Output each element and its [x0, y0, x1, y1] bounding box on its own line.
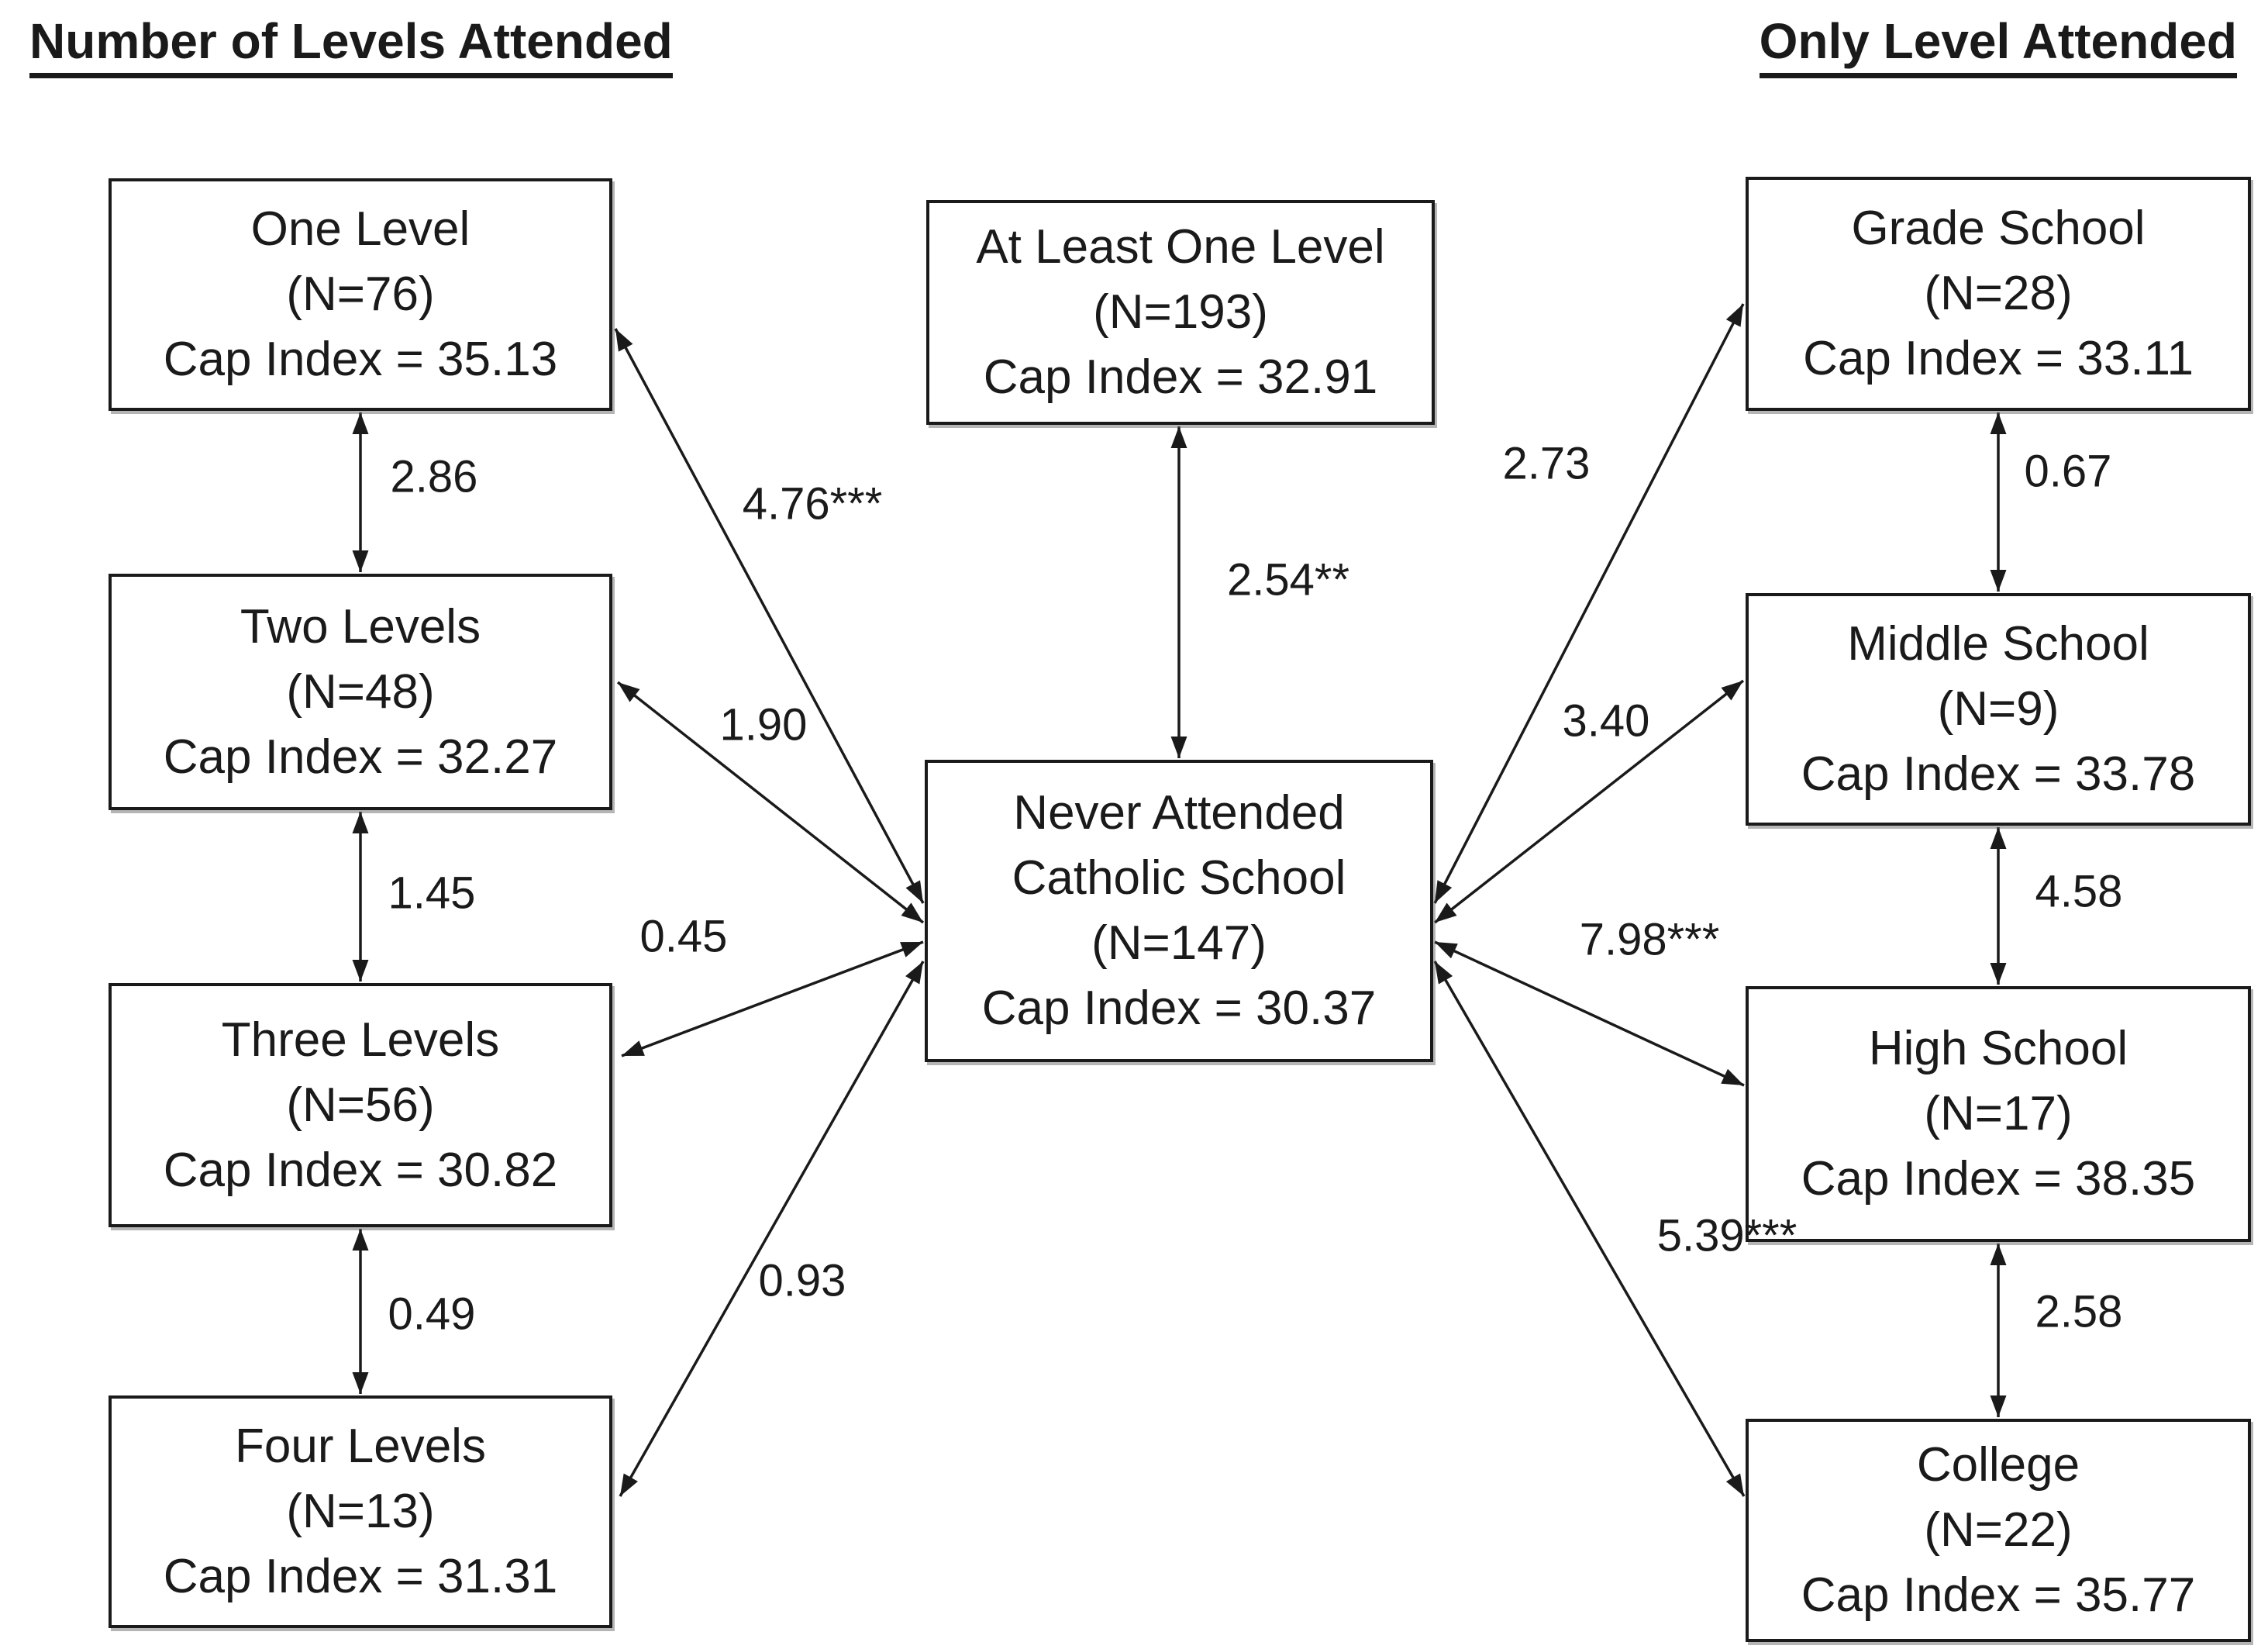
node-never-attended: Never Attended Catholic School (N=147) Cap …	[925, 760, 1433, 1062]
node-grade-school-line: Grade School	[1851, 202, 2146, 255]
arrowhead	[352, 812, 369, 833]
arrowhead	[352, 412, 369, 434]
node-never-attended-line: Catholic School	[1012, 851, 1346, 905]
edge-label-two-levels-three-levels: 1.45	[388, 868, 476, 919]
arrowhead	[1990, 827, 2007, 849]
edge-label-three-levels-four-levels: 0.49	[388, 1288, 476, 1340]
arrowhead	[1435, 942, 1458, 959]
node-one-level-line: Cap Index = 35.13	[163, 333, 558, 386]
node-four-levels-line: Cap Index = 31.31	[163, 1550, 558, 1603]
node-three-levels-line: Cap Index = 30.82	[163, 1143, 558, 1197]
arrowhead	[618, 682, 640, 702]
node-high-school-line: Cap Index = 38.35	[1801, 1152, 2196, 1206]
arrowhead	[1725, 1473, 1744, 1496]
edge-never-attended-high-school	[1434, 940, 1745, 1087]
arrowhead	[1435, 902, 1457, 923]
node-grade-school-line: Cap Index = 33.11	[1803, 332, 2194, 385]
node-one-level-line: (N=76)	[286, 267, 435, 321]
arrowhead	[1435, 961, 1453, 985]
node-high-school-line: High School	[1868, 1022, 2128, 1075]
node-two-levels-line: Two Levels	[240, 599, 481, 654]
edge-label-never-attended-three-levels: 0.45	[639, 911, 728, 962]
node-middle-school-line: (N=9)	[1937, 682, 2059, 736]
arrowhead	[1435, 880, 1453, 903]
arrowhead	[1990, 963, 2007, 985]
edge-never-attended-middle-school	[1433, 679, 1745, 924]
edge-label-high-school-college: 2.58	[2035, 1286, 2123, 1337]
node-college-line: Cap Index = 35.77	[1801, 1568, 2196, 1622]
edge-label-never-attended-college: 5.39***	[1656, 1210, 1798, 1261]
left-column-header: Number of Levels Attended	[29, 12, 673, 78]
node-never-attended-line: Cap Index = 30.37	[981, 981, 1377, 1035]
node-high-school: High School (N=17) Cap Index = 38.35	[1746, 986, 2251, 1242]
node-at-least-one-level-line: At Least One Level	[976, 220, 1385, 274]
edge-never-attended-three-levels	[621, 940, 924, 1057]
node-two-levels: Two Levels (N=48) Cap Index = 32.27	[109, 574, 612, 810]
node-grade-school: Grade School (N=28) Cap Index = 33.11	[1746, 177, 2251, 411]
arrowhead	[900, 942, 923, 957]
arrowhead	[901, 902, 923, 923]
node-two-levels-line: (N=48)	[286, 664, 435, 719]
node-never-attended-line: Never Attended	[1013, 786, 1345, 840]
edge-label-never-attended-high-school: 7.98***	[1579, 914, 1720, 965]
arrowhead	[1721, 681, 1743, 701]
edge-label-never-attended-middle-school: 3.40	[1562, 695, 1650, 747]
arrowhead	[1170, 426, 1187, 448]
node-at-least-one-level-line: Cap Index = 32.91	[983, 350, 1378, 404]
right-column-header: Only Level Attended	[1759, 12, 2237, 78]
edge-label-never-attended-two-levels: 1.90	[719, 699, 808, 750]
arrowhead	[905, 961, 923, 985]
arrowhead	[1170, 737, 1187, 758]
arrowhead	[622, 1040, 645, 1056]
edge-label-one-level-two-levels: 2.86	[390, 451, 478, 502]
edge-never-attended-one-level	[614, 328, 925, 904]
arrowhead	[1990, 1395, 2007, 1417]
node-grade-school-line: (N=28)	[1924, 267, 2073, 320]
node-at-least-one-level: At Least One Level (N=193) Cap Index = 32.…	[926, 200, 1435, 425]
node-two-levels-line: Cap Index = 32.27	[163, 730, 558, 784]
edge-never-attended-grade-school	[1433, 303, 1745, 904]
node-one-level: One Level (N=76) Cap Index = 35.13	[109, 178, 612, 411]
arrowhead	[352, 960, 369, 981]
node-middle-school-line: Middle School	[1847, 617, 2149, 671]
edge-label-at-least-one-level-never-attended: 2.54**	[1226, 554, 1350, 605]
node-college: College (N=22) Cap Index = 35.77	[1746, 1419, 2251, 1642]
node-college-line: (N=22)	[1924, 1503, 2073, 1557]
node-never-attended-line: (N=147)	[1091, 916, 1267, 970]
arrowhead	[1990, 1244, 2007, 1265]
arrowhead	[615, 329, 633, 352]
edge-label-never-attended-grade-school: 2.73	[1502, 438, 1591, 489]
node-three-levels: Three Levels (N=56) Cap Index = 30.82	[109, 983, 612, 1227]
edge-never-attended-college	[1433, 961, 1746, 1497]
node-at-least-one-level-line: (N=193)	[1093, 285, 1268, 339]
arrowhead	[1990, 570, 2007, 592]
node-three-levels-line: Three Levels	[221, 1013, 500, 1067]
arrowhead	[352, 550, 369, 572]
node-high-school-line: (N=17)	[1924, 1087, 2073, 1140]
node-three-levels-line: (N=56)	[286, 1078, 435, 1132]
node-middle-school: Middle School (N=9) Cap Index = 33.78	[1746, 593, 2251, 826]
node-four-levels-line: (N=13)	[286, 1485, 435, 1538]
edge-label-grade-school-middle-school: 0.67	[2024, 446, 2112, 497]
node-four-levels: Four Levels (N=13) Cap Index = 31.31	[109, 1395, 612, 1628]
edge-never-attended-four-levels	[619, 961, 925, 1497]
node-one-level-line: One Level	[250, 202, 470, 256]
node-four-levels-line: Four Levels	[235, 1420, 486, 1473]
arrowhead	[905, 880, 923, 903]
edge-label-never-attended-four-levels: 0.93	[758, 1255, 846, 1306]
arrowhead	[620, 1473, 638, 1496]
node-college-line: College	[1916, 1438, 2080, 1492]
edge-label-never-attended-one-level: 4.76***	[742, 478, 883, 530]
edge-never-attended-two-levels	[616, 681, 925, 924]
arrowhead	[352, 1229, 369, 1251]
arrowhead	[1725, 304, 1743, 327]
arrowhead	[1721, 1068, 1744, 1085]
arrowhead	[352, 1372, 369, 1394]
arrowhead	[1990, 412, 2007, 434]
node-middle-school-line: Cap Index = 33.78	[1801, 747, 2196, 801]
edge-label-middle-school-high-school: 4.58	[2035, 866, 2123, 917]
